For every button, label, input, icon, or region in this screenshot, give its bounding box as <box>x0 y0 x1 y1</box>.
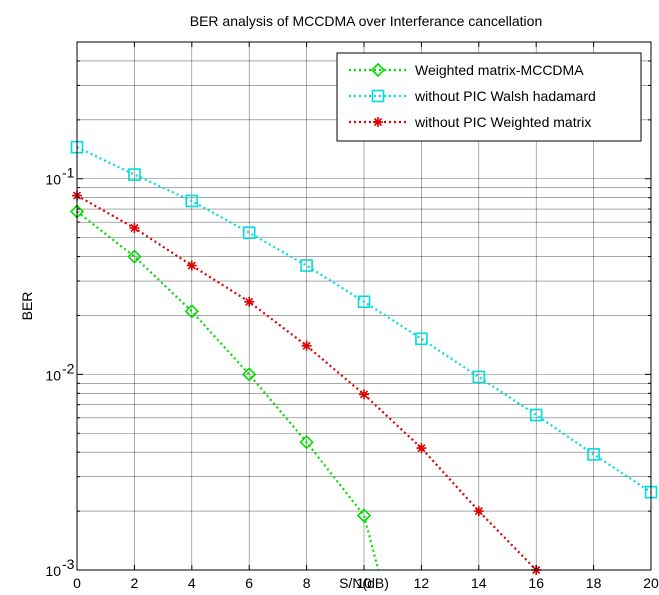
marker-star <box>359 389 369 400</box>
y-tick-label: 10 <box>45 563 61 579</box>
y-axis-label: BER <box>19 292 35 321</box>
y-tick-exponent: -3 <box>62 556 75 572</box>
marker-square <box>415 332 428 346</box>
x-tick-label: 10 <box>356 575 372 591</box>
series-line <box>76 146 652 494</box>
x-tick-label: 4 <box>188 575 196 591</box>
legend: Weighted matrix-MCCDMA without PIC Walsh … <box>336 52 642 142</box>
marker-star <box>473 506 484 517</box>
chart-title: BER analysis of MCCDMA over Interferance… <box>190 13 542 29</box>
x-tick-label: 6 <box>245 575 253 591</box>
marker-star <box>129 223 140 234</box>
marker-square <box>185 194 199 208</box>
marker-star <box>244 296 255 307</box>
x-tick-label: 14 <box>471 575 487 591</box>
series-layer <box>69 140 658 575</box>
marker-star <box>186 260 197 271</box>
marker-diamond <box>356 508 372 523</box>
legend-box <box>336 52 642 142</box>
x-tick-label: 12 <box>414 575 430 591</box>
series-2 <box>70 140 658 499</box>
marker-square <box>371 89 385 103</box>
legend-entry: Weighted matrix-MCCDMA <box>349 62 584 78</box>
series-3 <box>72 190 542 575</box>
marker-square <box>128 168 141 181</box>
marker-square <box>357 295 371 309</box>
x-tick-label: 16 <box>528 575 544 591</box>
marker-square <box>300 259 313 272</box>
x-axis-label: S/N(dB) <box>339 575 389 591</box>
legend-entry: without PIC Weighted matrix <box>349 114 591 130</box>
legend-label: without PIC Weighted matrix <box>414 114 591 130</box>
marker-square <box>587 448 600 461</box>
marker-diamond <box>299 435 314 450</box>
marker-star <box>373 117 383 127</box>
marker-diamond <box>127 249 142 264</box>
marker-square <box>472 370 486 384</box>
marker-diamond <box>184 304 199 319</box>
y-tick-label: 10 <box>45 367 61 383</box>
legend-label: Weighted matrix-MCCDMA <box>415 62 584 78</box>
marker-diamond <box>370 62 386 78</box>
x-tick-label: 20 <box>643 575 659 591</box>
legend-entry: without PIC Walsh hadamard <box>349 88 596 104</box>
series-1 <box>69 204 380 571</box>
marker-square <box>529 408 543 422</box>
marker-square <box>242 226 256 239</box>
x-tick-label: 8 <box>303 575 311 591</box>
x-tick-label: 2 <box>131 575 139 591</box>
y-tick-exponent: -1 <box>62 165 75 181</box>
marker-star <box>301 340 312 351</box>
marker-star <box>416 443 427 454</box>
series-line <box>76 194 537 571</box>
x-tick-label: 18 <box>586 575 602 591</box>
x-tick-label: 0 <box>73 575 81 591</box>
legend-label: without PIC Walsh hadamard <box>414 88 596 104</box>
series-line <box>76 210 380 571</box>
marker-diamond <box>242 367 257 382</box>
y-tick-exponent: -2 <box>62 360 75 376</box>
y-tick-label: 10 <box>45 172 61 188</box>
